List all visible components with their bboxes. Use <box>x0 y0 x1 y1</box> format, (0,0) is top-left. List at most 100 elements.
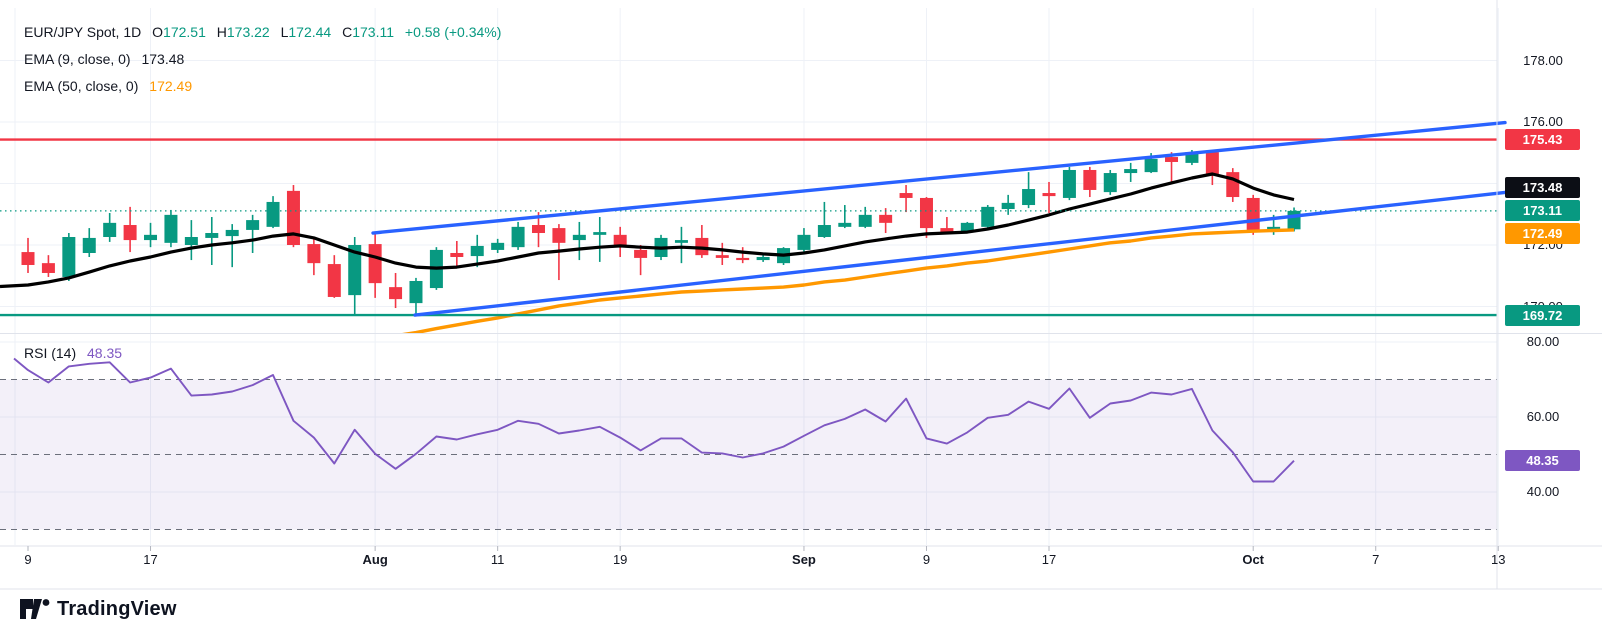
high-label: H <box>216 24 227 40</box>
candle-body <box>736 257 750 261</box>
candle-body <box>511 226 525 248</box>
candle-body <box>715 255 729 258</box>
candle-body <box>572 234 586 241</box>
candle-body <box>858 214 872 227</box>
candle-body <box>756 256 770 261</box>
candle-body <box>62 237 76 277</box>
rsi-value: 48.35 <box>87 345 123 361</box>
rsi-tick-label: 60.00 <box>1526 409 1560 424</box>
price-badge-173.48: 173.48 <box>1505 177 1580 199</box>
candle-body <box>1001 202 1015 210</box>
ema50-value: 172.49 <box>149 78 193 94</box>
candle-body <box>82 237 96 253</box>
upper-channel <box>371 120 1507 235</box>
candle-body <box>348 245 362 296</box>
candle-body <box>981 206 995 227</box>
time-label-day: 17 <box>143 552 158 567</box>
candle-body <box>1083 169 1097 190</box>
ema50-line <box>402 228 1295 333</box>
candle-body <box>286 190 300 245</box>
candle-body <box>246 220 260 230</box>
price-badge-173.11: 173.11 <box>1505 200 1580 222</box>
candle-body <box>470 245 484 257</box>
candle-body <box>41 263 55 273</box>
ema50-legend-row[interactable]: EMA (50, close, 0) 172.49 <box>24 78 192 94</box>
time-label-day: 17 <box>1041 552 1057 567</box>
candle-body <box>838 222 852 227</box>
candle-body <box>634 249 648 258</box>
time-label-day: 11 <box>490 552 505 567</box>
price-badge-172.49: 172.49 <box>1505 223 1580 245</box>
rsi-line <box>13 357 1295 483</box>
candle-body <box>899 193 913 198</box>
time-label-month: Aug <box>362 552 388 567</box>
candle-body <box>1246 197 1260 230</box>
tradingview-logo[interactable]: TradingView <box>20 597 177 619</box>
candle-body <box>1226 172 1240 198</box>
candle-body <box>919 197 933 229</box>
candle-body <box>368 244 382 284</box>
lower-channel <box>413 190 1507 317</box>
change-value: +0.58 (+0.34%) <box>404 24 502 40</box>
price-tick-label: 176.00 <box>1523 114 1563 129</box>
price-tick-label: 178.00 <box>1523 52 1563 68</box>
candle-body <box>205 233 219 238</box>
candle-body <box>797 234 811 250</box>
rsi-tick-label: 40.00 <box>1526 484 1560 499</box>
candle-body <box>1185 152 1199 163</box>
symbol-legend-row[interactable]: EUR/JPY Spot, 1D O172.51 H173.22 L172.44… <box>24 24 501 40</box>
low-value: 172.44 <box>288 24 332 40</box>
candles-layer <box>21 149 1301 316</box>
close-label: C <box>342 24 353 40</box>
candle-body <box>144 234 158 241</box>
time-label-day: 19 <box>612 552 628 567</box>
candle-body <box>389 287 403 300</box>
candle-body <box>409 280 423 304</box>
candle-body <box>674 240 688 243</box>
rsi-legend-row[interactable]: RSI (14) 48.35 <box>24 345 122 361</box>
candle-body <box>184 237 198 245</box>
time-label-month: Sep <box>792 552 816 567</box>
candle-body <box>532 225 545 234</box>
price-badge-175.43: 175.43 <box>1505 129 1580 151</box>
tradingview-logo-text: TradingView <box>57 597 177 619</box>
time-label-day: 9 <box>922 552 931 567</box>
open-label: O <box>152 24 164 40</box>
candle-body <box>491 242 505 250</box>
candle-body <box>21 252 35 265</box>
candle-body <box>960 222 974 233</box>
candle-body <box>266 201 280 227</box>
ema50-label: EMA (50, close, 0) <box>24 78 139 94</box>
candle-body <box>879 214 893 223</box>
candle-body <box>1267 226 1281 230</box>
candle-body <box>1062 169 1076 198</box>
close-value: 173.11 <box>352 24 395 40</box>
candle-body <box>613 234 627 248</box>
time-label-day: 13 <box>1491 552 1506 567</box>
rsi-badge: 48.35 <box>1505 450 1580 472</box>
candle-body <box>1165 157 1179 162</box>
candle-body <box>1144 158 1158 173</box>
candle-body <box>552 228 566 243</box>
candle-body <box>450 252 464 257</box>
candle-body <box>1042 193 1056 197</box>
candle-body <box>1205 152 1219 175</box>
candle-body <box>817 225 831 238</box>
candle-body <box>327 264 341 297</box>
candle-body <box>1124 169 1138 174</box>
ema9-line <box>0 172 1295 289</box>
high-value: 173.22 <box>226 24 270 40</box>
candle-body <box>307 244 321 264</box>
open-value: 172.51 <box>163 24 206 40</box>
time-label-month: Oct <box>1242 552 1265 567</box>
candle-body <box>164 214 178 243</box>
tradingview-logo-icon <box>20 599 50 619</box>
symbol-title: EUR/JPY Spot, 1D <box>24 24 142 40</box>
candle-body <box>123 225 137 241</box>
ema9-legend-row[interactable]: EMA (9, close, 0) 173.48 <box>24 51 184 67</box>
rsi-tick-label: 80.00 <box>1526 334 1560 349</box>
ema9-value: 173.48 <box>141 51 185 67</box>
candle-body <box>940 228 954 233</box>
